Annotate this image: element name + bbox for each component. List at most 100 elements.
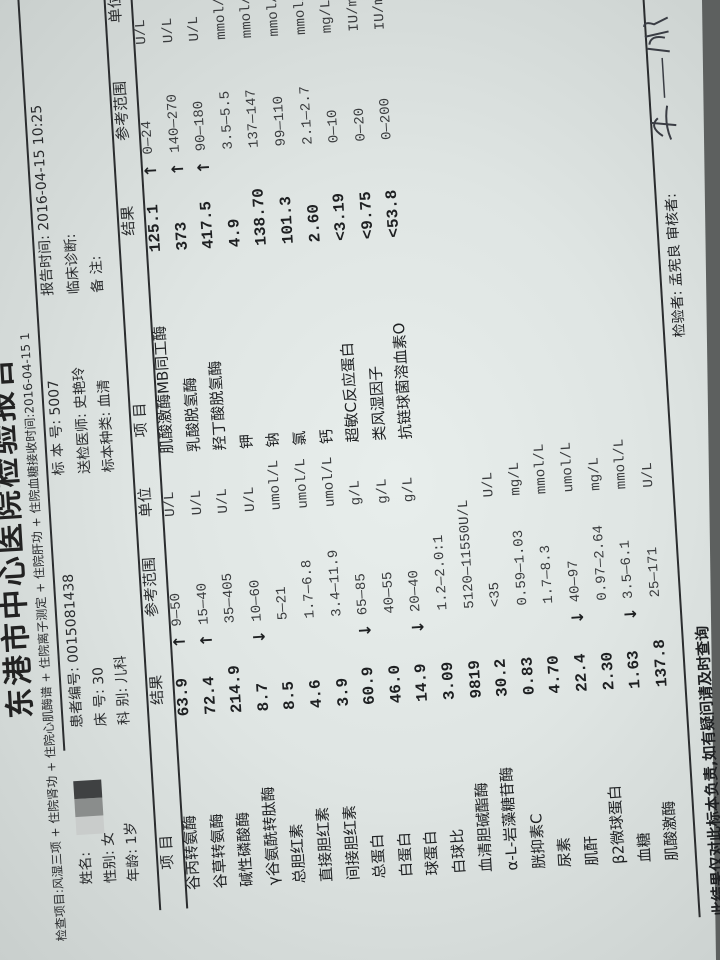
unit: U/L [214,487,233,514]
result-value: 72.4 [199,675,220,716]
sample-type-value: 血清 [95,378,114,408]
item-name: β2微球蛋白 [605,784,628,865]
reference-range: 99—110 [270,95,290,147]
result-value: 9819 [465,659,486,699]
item-name: 肌酐 [581,835,602,867]
department: 科 别: 儿科 [113,655,133,726]
unit: umol/L [292,457,312,510]
unit: g/L [347,479,366,506]
abnormal-flag-icon: ↑ [196,632,216,648]
item-name: 白球比 [447,828,469,875]
reference-range: 65—85 [353,572,372,616]
abnormal-flag-icon: ↑ [193,160,214,175]
col-unit-left: 单位 [135,486,156,518]
item-name: 钙 [316,428,336,445]
item-name: 肌酸激酶 [659,800,681,862]
sample-number: 标 本 号: 5007 [46,379,68,476]
unit: U/L [241,486,259,513]
item-name: 钠 [263,431,283,448]
unit: mmol/L [611,438,631,490]
reviewer-label: 审核者: [663,192,683,241]
abnormal-flag-icon: ↓ [355,623,376,638]
abnormal-flag-icon: ↑ [169,634,190,650]
unit: mmol/L [290,0,310,36]
unit: mmol/L [264,0,284,37]
col-unit-right: 单位 [105,0,126,24]
id-value: 0015081438 [60,573,82,664]
reference-range: 1.2—2.0:1 [430,534,452,611]
result-value: 60.9 [358,666,380,706]
doctor-value: 史艳玲 [70,366,90,410]
result-value: 8.7 [253,682,274,712]
reference-range: 0.59—1.03 [510,529,532,606]
tester-name: 孟宪良 [666,243,686,287]
item-name: 尿素 [554,836,575,868]
reference-range: 10—60 [247,579,266,623]
item-name: 血清胆碱酯酶 [471,781,496,873]
result-value: <9.75 [356,190,378,240]
unit: U/L [132,18,151,46]
reference-range: 90—180 [191,100,211,152]
report-time-value: 2016-04-15 10:25 [28,104,53,232]
reference-range: 40—55 [379,571,399,615]
reference-range: 137—147 [243,88,264,149]
reference-range: 5—21 [274,585,293,621]
dept-label: 科 别: [114,687,133,726]
col-result-left: 结果 [146,674,167,706]
item-name: 氯 [290,430,310,447]
bed-label: 床 号: [91,688,110,727]
item-name: 羟丁酸脱氢酶 [206,360,230,452]
unit: mg/L [586,456,605,492]
reference-range: 40—97 [565,559,585,603]
reference-range: 3.5—6.1 [617,539,638,600]
unit: U/L [161,491,180,518]
item-name: 超敏C反应蛋白 [338,341,363,444]
unit: umol/L [266,459,286,511]
abnormal-flag-icon: ↓ [620,606,641,622]
unit: g/L [400,476,419,503]
item-name: 乳酸脱氢酶 [180,376,203,453]
report-time-label: 报告时间: [36,234,57,297]
reference-range: 0—200 [377,97,397,141]
clinical-diagnosis-label: 临床诊断: [62,233,83,295]
remark-label: 备 注: [88,255,107,294]
unit: mmol/L [531,443,551,495]
reference-range: 0—10 [324,108,343,144]
age-label: 年龄: [124,848,143,883]
referring-doctor: 送检医师: 史艳玲 [70,366,94,474]
item-name: 碱性磷酸酶 [233,811,257,888]
item-name: 白蛋白 [394,831,416,878]
result-value: 3.9 [333,677,353,708]
item-name: 抗链球菌溶血素O [390,322,416,440]
item-name: 谷丙转氨酶 [180,814,204,891]
col-ref-left: 参考范围 [139,556,162,618]
reference-range: 20—40 [406,569,425,613]
result-value: 4.70 [544,654,566,695]
patient-age: 年龄: 1岁 [122,821,143,883]
bed-number: 床 号: 30 [90,667,110,727]
result-value: 4.9 [224,217,245,248]
reference-range: 9—50 [167,592,186,628]
item-name: 类风湿因子 [366,365,389,442]
reference-range: 1.7—6.8 [299,559,319,619]
reference-range: 3.5—5.5 [217,90,237,151]
result-value: 46.0 [385,664,406,704]
abnormal-flag-icon: ↓ [408,619,429,635]
reference-range: 0.97—2.64 [590,524,611,602]
abnormal-flag-icon: ↓ [249,629,269,645]
result-value: 373 [171,221,192,252]
col-item-left: 项 目 [156,834,177,871]
item-name: 总蛋白 [368,833,389,880]
age-value: 1岁 [122,821,141,846]
col-ref-right: 参考范围 [110,80,133,142]
signers: 检验者: 孟宪良 审核者: [663,192,688,338]
result-value: <3.19 [330,192,351,242]
unit: g/L [374,478,392,505]
col-item-right: 项 目 [130,402,151,438]
unit: U/L [639,461,658,488]
reference-range: 5120—11550U/L [455,499,479,610]
result-value: 63.9 [173,677,194,717]
unit: mg/L [506,461,525,497]
item-name: 血糖 [634,831,655,863]
abnormal-flag-icon: ↑ [140,163,161,178]
